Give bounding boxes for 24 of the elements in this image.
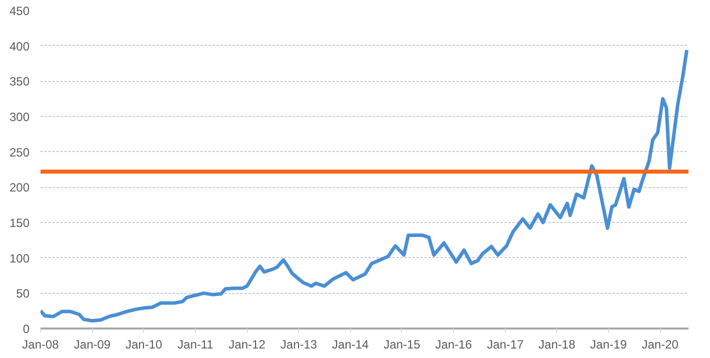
y-tick-label: 350 — [9, 74, 30, 89]
x-tick-label: Jan-17 — [486, 338, 524, 352]
y-tick-label: 50 — [16, 286, 30, 301]
x-tick-label: Jan-19 — [590, 338, 628, 352]
y-tick-label: 300 — [9, 110, 30, 124]
x-tick-label: Jan-18 — [538, 338, 576, 352]
x-tick-label: Jan-15 — [384, 338, 421, 352]
y-tick-label: 200 — [9, 180, 30, 195]
x-tick-label: Jan-20 — [642, 338, 679, 352]
line-series — [40, 48, 688, 322]
y-tick-label: 250 — [9, 145, 30, 160]
y-tick-label: 400 — [9, 39, 30, 54]
x-tick-label: Jan-13 — [280, 338, 318, 352]
y-tick-label: 100 — [9, 251, 30, 266]
x-tick-label: Jan-08 — [22, 338, 60, 352]
x-tick-label: Jan-10 — [125, 338, 163, 352]
y-tick-label: 150 — [9, 216, 30, 230]
x-tick-label: Jan-09 — [74, 338, 111, 352]
x-tick-label: Jan-16 — [435, 338, 472, 352]
y-tick-label: 450 — [9, 4, 30, 18]
y-tick-label: 0 — [22, 322, 30, 336]
x-tick-label: Jan-11 — [178, 338, 214, 352]
x-tick-label: Jan-14 — [332, 338, 370, 352]
x-tick-label: Jan-12 — [228, 338, 266, 352]
